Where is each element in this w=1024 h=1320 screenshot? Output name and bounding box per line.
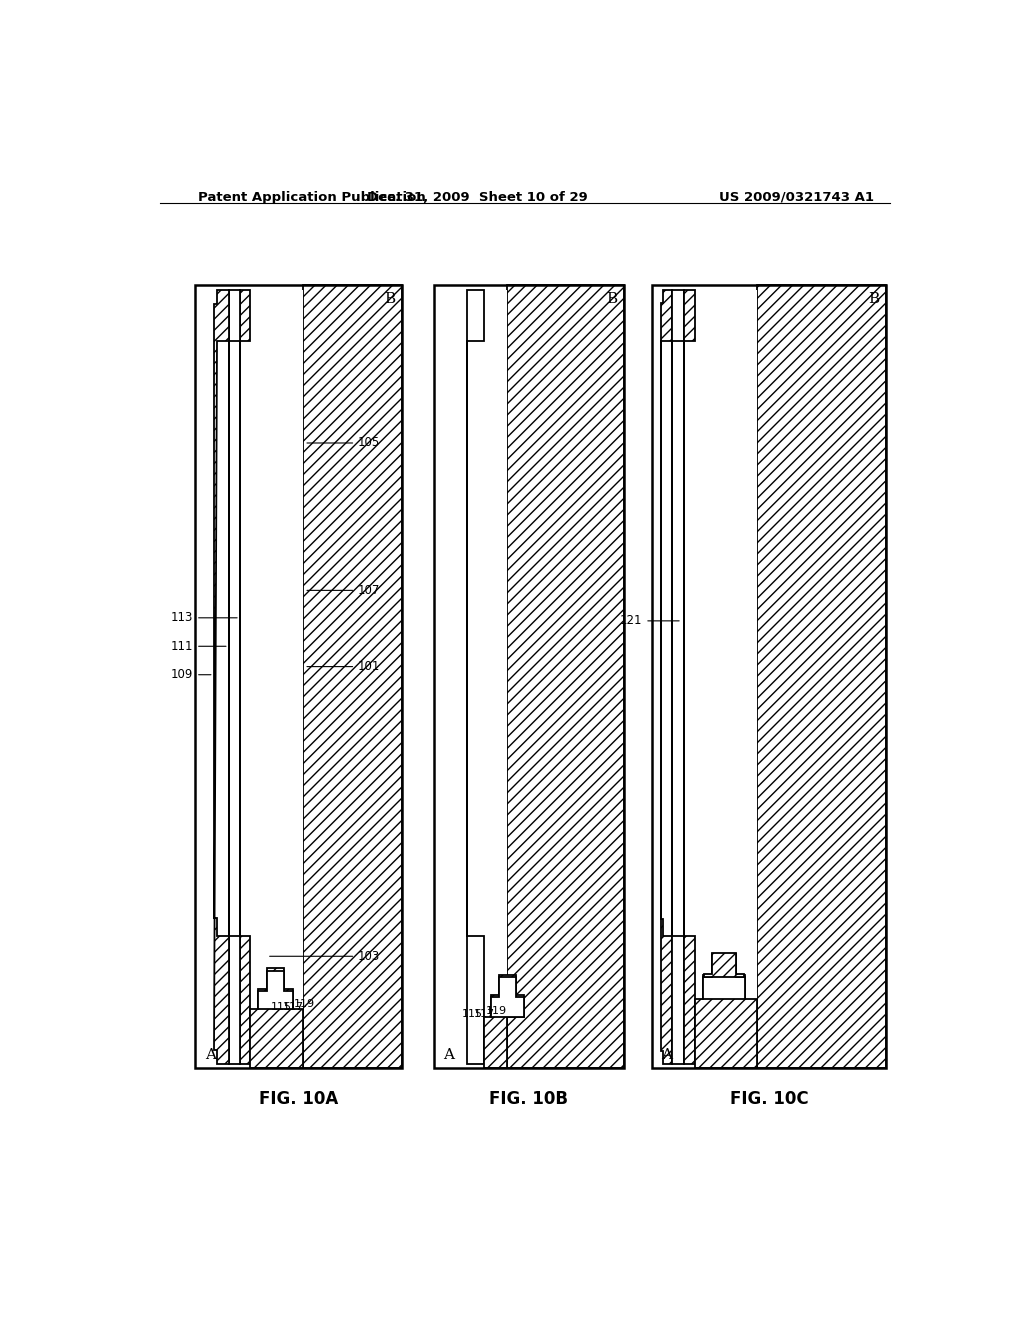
Polygon shape — [684, 289, 694, 1064]
Text: 107: 107 — [307, 583, 381, 597]
Text: 115: 115 — [270, 1002, 292, 1012]
Bar — [433, 285, 624, 1068]
Polygon shape — [250, 969, 303, 1068]
Text: 111: 111 — [171, 640, 226, 653]
Polygon shape — [702, 956, 745, 999]
Text: 103: 103 — [269, 950, 380, 962]
Text: 119: 119 — [485, 1006, 507, 1016]
Text: 117: 117 — [283, 1002, 304, 1012]
Text: Patent Application Publication: Patent Application Publication — [198, 191, 426, 203]
Polygon shape — [662, 289, 673, 1064]
Text: Dec. 31, 2009  Sheet 10 of 29: Dec. 31, 2009 Sheet 10 of 29 — [367, 191, 588, 203]
Polygon shape — [467, 289, 484, 1064]
Text: A: A — [443, 1048, 454, 1063]
Text: 117: 117 — [474, 1008, 495, 1019]
Polygon shape — [705, 953, 743, 977]
Bar — [757, 285, 886, 1068]
Text: A: A — [205, 1048, 216, 1063]
Bar — [705, 289, 757, 1064]
Bar — [467, 289, 507, 1064]
Text: FIG. 10B: FIG. 10B — [489, 1090, 568, 1109]
Bar — [303, 285, 401, 1068]
Bar — [652, 285, 886, 1068]
Text: 119: 119 — [294, 999, 314, 1008]
Polygon shape — [258, 970, 293, 1008]
Polygon shape — [673, 289, 684, 1064]
Text: 113: 113 — [171, 611, 238, 624]
Text: 115: 115 — [462, 1008, 483, 1019]
Text: FIG. 10C: FIG. 10C — [729, 1090, 808, 1109]
Text: A: A — [662, 1048, 673, 1063]
Bar — [196, 285, 401, 1068]
Polygon shape — [484, 974, 524, 1068]
Text: B: B — [384, 292, 395, 305]
Text: 121: 121 — [620, 614, 679, 627]
Text: US 2009/0321743 A1: US 2009/0321743 A1 — [719, 191, 873, 203]
Text: FIG. 10A: FIG. 10A — [259, 1090, 338, 1109]
Text: 105: 105 — [307, 437, 380, 450]
Text: 109: 109 — [171, 668, 211, 681]
Bar — [507, 285, 624, 1068]
Polygon shape — [228, 289, 240, 1064]
Polygon shape — [214, 289, 228, 1064]
Polygon shape — [694, 954, 757, 1068]
Text: B: B — [868, 292, 880, 305]
Text: B: B — [606, 292, 617, 305]
Bar — [251, 289, 303, 1064]
Text: 101: 101 — [307, 660, 381, 673]
Polygon shape — [492, 977, 524, 1018]
Polygon shape — [240, 289, 250, 1064]
